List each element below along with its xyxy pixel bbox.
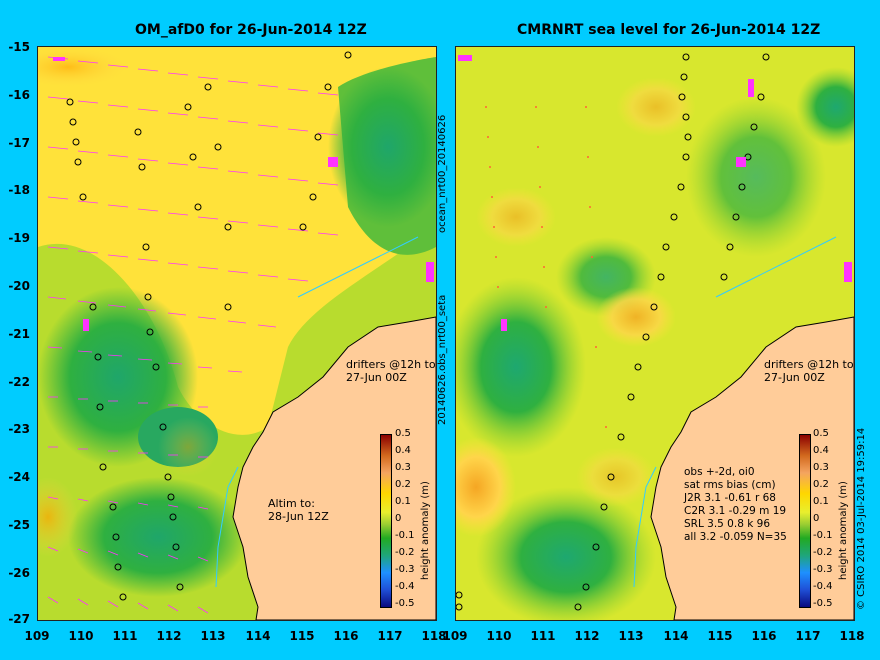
altimeter-track [66, 51, 352, 601]
stats-row: all 3.2 -0.059 N=35 [684, 531, 787, 543]
left-source-label: ocean_nrt00_20140626 [437, 114, 448, 233]
lon-label: 116 [333, 629, 359, 643]
right-source-label: 20140626.obs_nrt00_seta [437, 294, 448, 425]
lon-label: 118 [839, 629, 865, 643]
drifters-note-line: drifters @12h to [346, 358, 436, 371]
stats-row: C2R 3.1 -0.29 m 19 [684, 505, 787, 517]
right-map-canvas [456, 47, 854, 620]
lat-label: -27 [8, 612, 30, 626]
right-colorbar [799, 434, 811, 608]
colorbar-tick: 0.4 [395, 445, 411, 456]
lon-label: 115 [707, 629, 733, 643]
lat-label: -22 [8, 375, 30, 389]
colorbar-tick: 0.1 [813, 496, 829, 507]
colorbar-tick: -0.1 [813, 530, 833, 541]
lat-label: -25 [8, 518, 30, 532]
left-map-canvas [38, 47, 436, 620]
lon-label: 117 [795, 629, 821, 643]
stats-row: J2R 3.1 -0.61 r 68 [684, 492, 776, 504]
stats-title: sat rms bias (cm) [684, 479, 776, 491]
colorbar-tick: 0.5 [813, 428, 829, 439]
left-colorbar-label: height anomaly (m) [420, 481, 431, 580]
lon-label: 117 [377, 629, 403, 643]
left-colorbar [380, 434, 392, 608]
lon-label: 118 [421, 629, 447, 643]
colorbar-tick: 0.2 [395, 479, 411, 490]
stats-title: obs +-2d, oi0 [684, 466, 755, 478]
left-drifters-note: drifters @12h to 27-Jun 00Z [346, 358, 436, 384]
lat-label: -26 [8, 566, 30, 580]
lat-label: -23 [8, 422, 30, 436]
colorbar-tick: -0.5 [813, 598, 833, 609]
lat-label: -24 [8, 470, 30, 484]
right-map-title: CMRNRT sea level for 26-Jun-2014 12Z [517, 22, 821, 38]
stats-row: SRL 3.5 0.8 k 96 [684, 518, 770, 530]
lon-label: 110 [486, 629, 512, 643]
colorbar-tick: -0.5 [395, 598, 415, 609]
colorbar-tick: 0.5 [395, 428, 411, 439]
colorbar-tick: 0 [395, 513, 402, 524]
right-colorbar-label: height anomaly (m) [838, 481, 849, 580]
drifters [458, 55, 852, 331]
lon-label: 112 [156, 629, 182, 643]
colorbar-tick: -0.2 [813, 547, 833, 558]
colorbar-tick: 0.1 [395, 496, 411, 507]
lon-label: 114 [245, 629, 271, 643]
stats-box: obs +-2d, oi0 sat rms bias (cm) J2R 3.1 … [684, 466, 787, 544]
drifters-note-line: drifters @12h to [764, 358, 854, 371]
lat-label: -18 [8, 183, 30, 197]
colorbar-tick: 0.3 [813, 462, 829, 473]
colorbar-tick: -0.4 [395, 581, 415, 592]
colorbar-tick: -0.3 [395, 564, 415, 575]
obs-points [485, 106, 607, 428]
lat-label: -17 [8, 136, 30, 150]
lat-label: -20 [8, 279, 30, 293]
colorbar-tick: -0.1 [395, 530, 415, 541]
lon-label: 116 [751, 629, 777, 643]
right-map[interactable] [455, 46, 855, 621]
colorbar-tick: 0.4 [813, 445, 829, 456]
left-map-title: OM_afD0 for 26-Jun-2014 12Z [135, 22, 367, 38]
altim-note: Altim to: 28-Jun 12Z [268, 497, 329, 523]
lon-label: 111 [112, 629, 138, 643]
lat-label: -16 [8, 88, 30, 102]
lat-label: -21 [8, 327, 30, 341]
colorbar-tick: 0.3 [395, 462, 411, 473]
colorbar-tick: -0.2 [395, 547, 415, 558]
lon-label: 115 [289, 629, 315, 643]
colorbar-tick: -0.4 [813, 581, 833, 592]
current-vectors [47, 56, 339, 614]
lon-label: 113 [618, 629, 644, 643]
lon-label: 114 [663, 629, 689, 643]
drifters-note-line: 27-Jun 00Z [346, 371, 407, 384]
lon-label: 109 [24, 629, 50, 643]
lat-label: -15 [8, 40, 30, 54]
lon-label: 111 [530, 629, 556, 643]
left-map[interactable] [37, 46, 437, 621]
drifters-note-line: 27-Jun 00Z [764, 371, 825, 384]
right-drifters-note: drifters @12h to 27-Jun 00Z [764, 358, 854, 384]
altim-note-line: 28-Jun 12Z [268, 510, 329, 523]
lon-label: 110 [68, 629, 94, 643]
copyright-label: © CSIRO 2014 03-Jul-2014 19:59:14 [856, 427, 867, 610]
altim-note-line: Altim to: [268, 497, 315, 510]
lon-label: 113 [200, 629, 226, 643]
lon-label: 109 [442, 629, 468, 643]
colorbar-tick: 0.2 [813, 479, 829, 490]
drifters [53, 57, 434, 331]
lat-label: -19 [8, 231, 30, 245]
colorbar-tick: 0 [813, 513, 820, 524]
lon-label: 112 [574, 629, 600, 643]
colorbar-tick: -0.3 [813, 564, 833, 575]
